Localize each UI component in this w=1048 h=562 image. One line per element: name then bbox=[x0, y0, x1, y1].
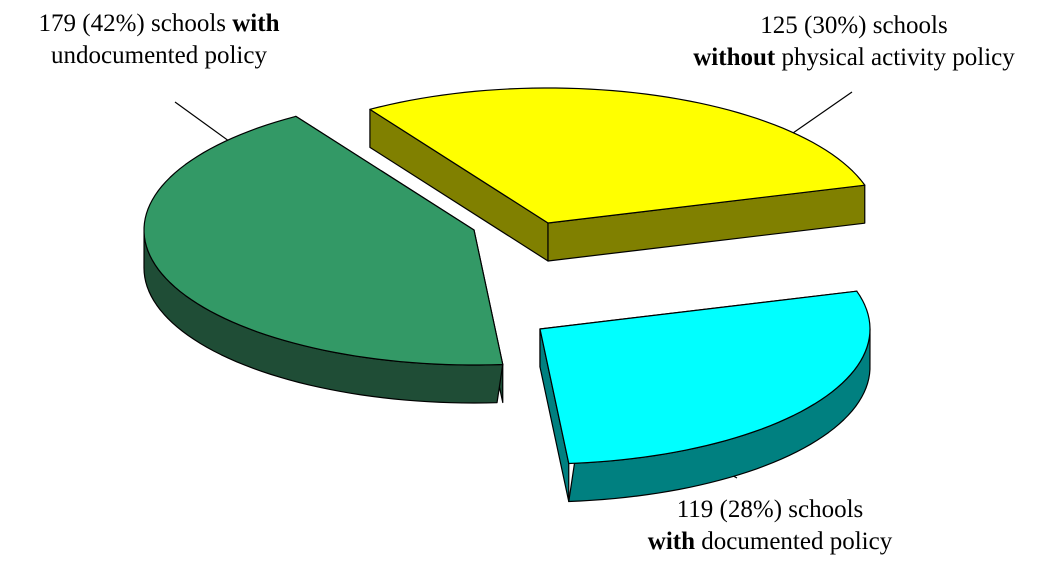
slice-top-face bbox=[539, 290, 871, 465]
pie-slices bbox=[143, 87, 871, 503]
slice-label-without-policy: 125 (30%) schools without physical activi… bbox=[660, 10, 1048, 74]
pie-slice bbox=[539, 290, 871, 503]
slice-label-part: 119 (28%) schools bbox=[676, 496, 864, 523]
slice-label-part: with bbox=[232, 10, 280, 37]
pie-slice bbox=[369, 87, 866, 262]
slice-label-part: physical activity policy bbox=[775, 44, 1015, 71]
slice-top-face bbox=[369, 87, 866, 224]
slice-label-with-undocumented-policy: 179 (42%) schools with undocumented polic… bbox=[0, 8, 318, 72]
slice-top-face bbox=[143, 115, 504, 366]
slice-label-part: 125 (30%) schools bbox=[760, 12, 948, 39]
slice-label-part: without bbox=[693, 44, 776, 71]
slice-label-with-documented-policy: 119 (28%) schools with documented policy bbox=[600, 494, 940, 558]
slice-label-part: undocumented policy bbox=[51, 42, 267, 69]
slice-label-part: 179 (42%) schools bbox=[38, 10, 233, 37]
slice-label-part: with bbox=[647, 528, 696, 555]
slice-label-part: documented policy bbox=[695, 528, 893, 555]
pie-slice bbox=[143, 115, 504, 404]
